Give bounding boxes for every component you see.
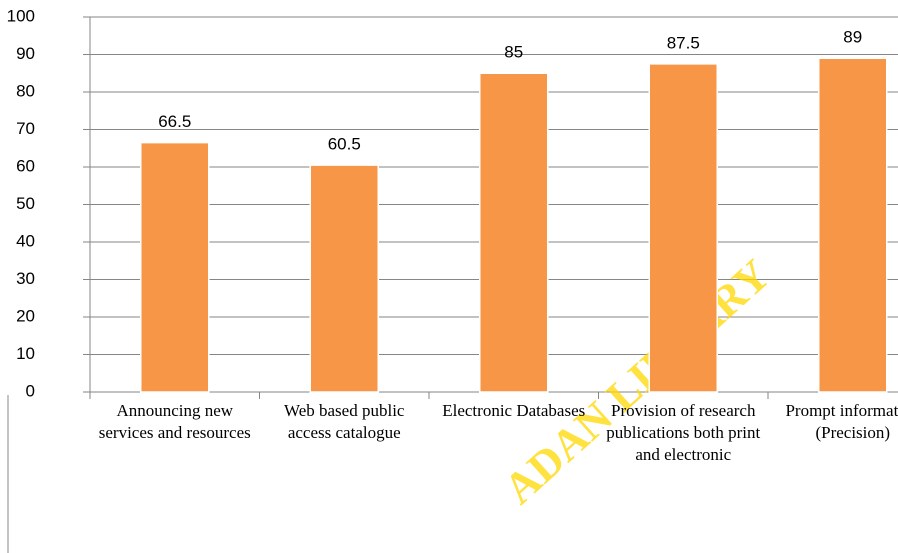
x-tick-label-box: Announcing new services and resources: [98, 401, 251, 442]
bar: [818, 57, 888, 393]
data-label: 89: [843, 28, 862, 47]
data-label: 85: [504, 43, 523, 62]
y-tick-label: 70: [16, 119, 35, 138]
y-tick-label: 10: [16, 344, 35, 363]
x-tick-label-box: Provision of research publications both …: [606, 401, 761, 464]
data-label: 60.5: [328, 135, 361, 154]
x-tick-label-box: Electronic Databases: [442, 401, 586, 420]
y-tick-label: 50: [16, 194, 35, 213]
y-tick-label: 90: [16, 44, 35, 63]
x-tick-label: Prompt information (Precision): [785, 401, 898, 442]
bar: [479, 72, 549, 393]
bar: [140, 141, 210, 393]
x-tick-label: Electronic Databases: [442, 401, 586, 420]
bar: [309, 164, 379, 393]
y-tick-label: 100: [7, 6, 35, 25]
x-tick-label: Web based public access catalogue: [284, 401, 405, 442]
x-tick-label: Announcing new services and resources: [98, 401, 251, 442]
y-tick-label: 0: [26, 381, 35, 400]
y-tick-label: 60: [16, 156, 35, 175]
bar: [648, 63, 718, 393]
y-tick-label: 40: [16, 231, 35, 250]
y-tick-label: 20: [16, 306, 35, 325]
x-tick-label-box: Web based public access catalogue: [284, 401, 405, 442]
y-tick-label: 80: [16, 81, 35, 100]
data-label: 87.5: [667, 33, 700, 52]
x-tick-label: Provision of research publications both …: [606, 401, 761, 464]
x-tick-label-box: Prompt information (Precision): [785, 401, 898, 442]
data-label: 66.5: [158, 112, 191, 131]
y-tick-label: 30: [16, 269, 35, 288]
